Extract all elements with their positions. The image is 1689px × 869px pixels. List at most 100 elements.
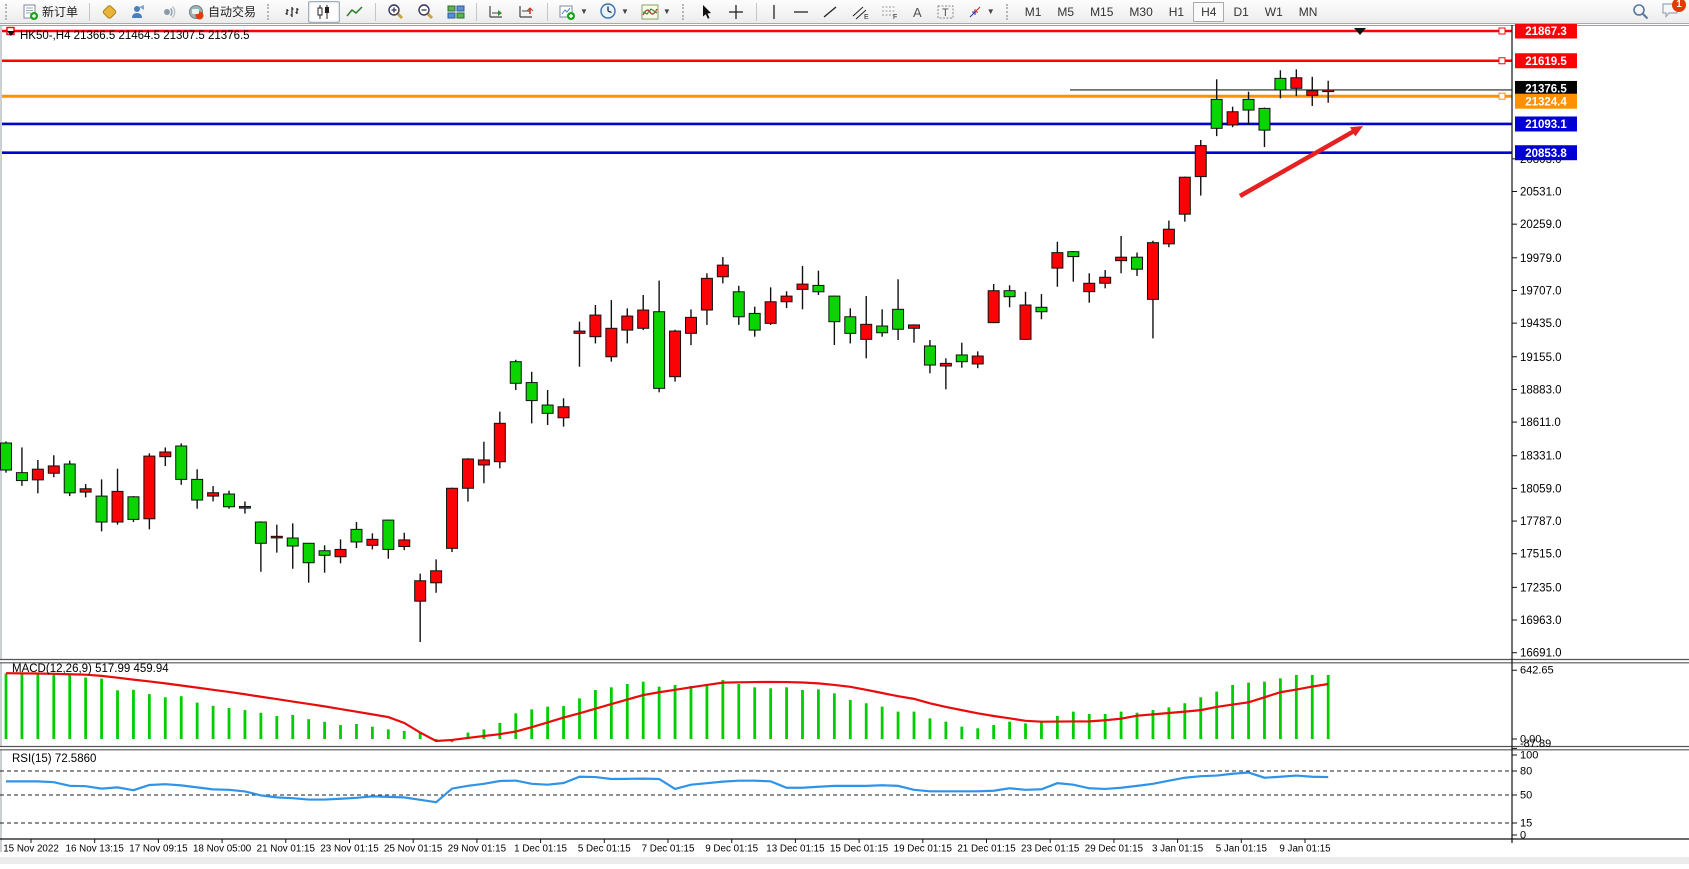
time-tick-label: 19 Dec 01:15: [894, 844, 953, 855]
community-button[interactable]: [124, 1, 153, 23]
candle-body: [414, 580, 427, 602]
notifications-button[interactable]: 1: [1661, 0, 1686, 21]
candle-body: [637, 309, 650, 329]
toolbar-grip[interactable]: [267, 3, 273, 20]
time-tick-label: 21 Dec 01:15: [957, 844, 1016, 855]
timeframe-MN[interactable]: MN: [1298, 4, 1318, 19]
price-label-box: [1515, 23, 1577, 39]
candle-body: [1242, 98, 1255, 111]
toolbar-grip[interactable]: [1005, 3, 1012, 20]
candle-body: [748, 312, 761, 331]
time-tick-label: 7 Dec 01:15: [642, 844, 695, 855]
arrows-button[interactable]: ▼: [961, 1, 1001, 23]
new-chart-button[interactable]: ▼: [553, 1, 594, 23]
time-tick-label: 9 Dec 01:15: [705, 844, 758, 855]
candle-body: [605, 327, 618, 358]
timeframe-M30[interactable]: M30: [1129, 4, 1153, 19]
trendline-button[interactable]: [816, 1, 845, 23]
macd-tick-label: -87.89: [1520, 738, 1551, 750]
candle-body: [1226, 111, 1239, 126]
candle-body: [223, 493, 236, 508]
toolbar-grip[interactable]: [681, 3, 688, 20]
price-label-box: [1515, 116, 1577, 132]
time-tick-label: 21 Nov 01:15: [257, 844, 316, 855]
price-tick-label: 17235.0: [1520, 582, 1562, 594]
candle-body: [1131, 256, 1144, 270]
timeframe-M5[interactable]: M5: [1057, 4, 1075, 19]
market-button[interactable]: [95, 1, 124, 23]
chart-shift-button[interactable]: [512, 1, 542, 23]
candle-body: [159, 451, 172, 458]
time-tick-label: 25 Nov 01:15: [384, 844, 443, 855]
timeframe-M1[interactable]: M1: [1024, 4, 1042, 19]
dropdown-caret: ▼: [580, 7, 588, 16]
community-icon: [132, 4, 145, 18]
period-button[interactable]: ▼: [594, 1, 635, 23]
signals-icon: [164, 5, 176, 18]
time-tick-label: 16 Nov 13:15: [66, 844, 125, 855]
bar-chart-button[interactable]: [278, 1, 308, 23]
time-tick-label: 17 Nov 09:15: [129, 844, 188, 855]
crosshair-icon: [728, 4, 743, 19]
candle-body: [493, 422, 506, 463]
auto-trading-button[interactable]: 自动交易: [182, 1, 262, 23]
candle-body: [1210, 98, 1223, 129]
timeframe-H4[interactable]: H4: [1193, 1, 1225, 22]
notification-badge: 1: [1672, 0, 1686, 12]
zoom-in-button[interactable]: [381, 1, 411, 23]
signals-button[interactable]: [153, 1, 182, 23]
line-handle: [1498, 92, 1506, 100]
candle-body: [955, 354, 968, 363]
zoom-out-button[interactable]: [411, 1, 441, 23]
horizontal-line-button[interactable]: [787, 1, 816, 23]
candle-body: [589, 314, 602, 338]
auto-trading-icon: [189, 4, 204, 19]
indicators-button[interactable]: ▼: [635, 1, 677, 23]
price-tick-label: 19707.0: [1520, 285, 1562, 297]
macd-signal-line: [5, 672, 1329, 743]
bar-chart-icon: [285, 6, 299, 17]
line-handle: [1498, 27, 1506, 35]
line-chart-button[interactable]: [340, 1, 370, 23]
svg-text:T: T: [942, 7, 949, 19]
time-tick-label: 15 Dec 01:15: [830, 844, 889, 855]
timeframe-H1[interactable]: H1: [1168, 4, 1185, 19]
candle-body: [175, 445, 188, 480]
tile-windows-button[interactable]: [441, 1, 471, 23]
text-button[interactable]: A: [905, 1, 931, 23]
time-tick-label: 23 Dec 01:15: [1021, 844, 1080, 855]
candle-body: [876, 325, 889, 334]
text-label-button[interactable]: T: [931, 1, 961, 23]
timeframe-D1[interactable]: D1: [1233, 4, 1249, 19]
crosshair-button[interactable]: [722, 1, 751, 23]
timeframe-M15[interactable]: M15: [1090, 4, 1114, 19]
cursor-button[interactable]: [693, 1, 722, 23]
vertical-line-button[interactable]: [762, 1, 787, 23]
candlestick-chart-button[interactable]: [308, 0, 341, 23]
time-tick-label: 13 Dec 01:15: [766, 844, 825, 855]
candle-body: [1162, 228, 1175, 245]
text-label-icon: T: [937, 5, 954, 19]
candle-body: [111, 490, 124, 523]
search-icon[interactable]: [1632, 3, 1649, 20]
candle-body: [716, 264, 729, 278]
candle-body: [79, 488, 92, 493]
rsi-tick-label: 100: [1520, 750, 1538, 762]
fibonacci-button[interactable]: F: [875, 1, 905, 23]
new-order-button[interactable]: 新订单: [16, 1, 84, 23]
equidistant-channel-button[interactable]: E: [845, 1, 875, 23]
separator: [375, 2, 377, 21]
auto-scroll-button[interactable]: [482, 1, 512, 23]
horizontal-line-icon: [793, 10, 808, 13]
candle-body: [732, 291, 745, 318]
price-tick-label: 20531.0: [1520, 186, 1562, 198]
toolbar-grip[interactable]: [5, 3, 11, 20]
equidistant-channel-icon: E: [852, 6, 869, 20]
macd-tick-label: 0.00: [1520, 734, 1541, 746]
candle-body: [557, 406, 570, 419]
candle-body: [669, 330, 682, 378]
zoom-in-icon: [388, 4, 404, 20]
candle-body: [31, 468, 44, 481]
timeframe-W1[interactable]: W1: [1264, 4, 1283, 19]
